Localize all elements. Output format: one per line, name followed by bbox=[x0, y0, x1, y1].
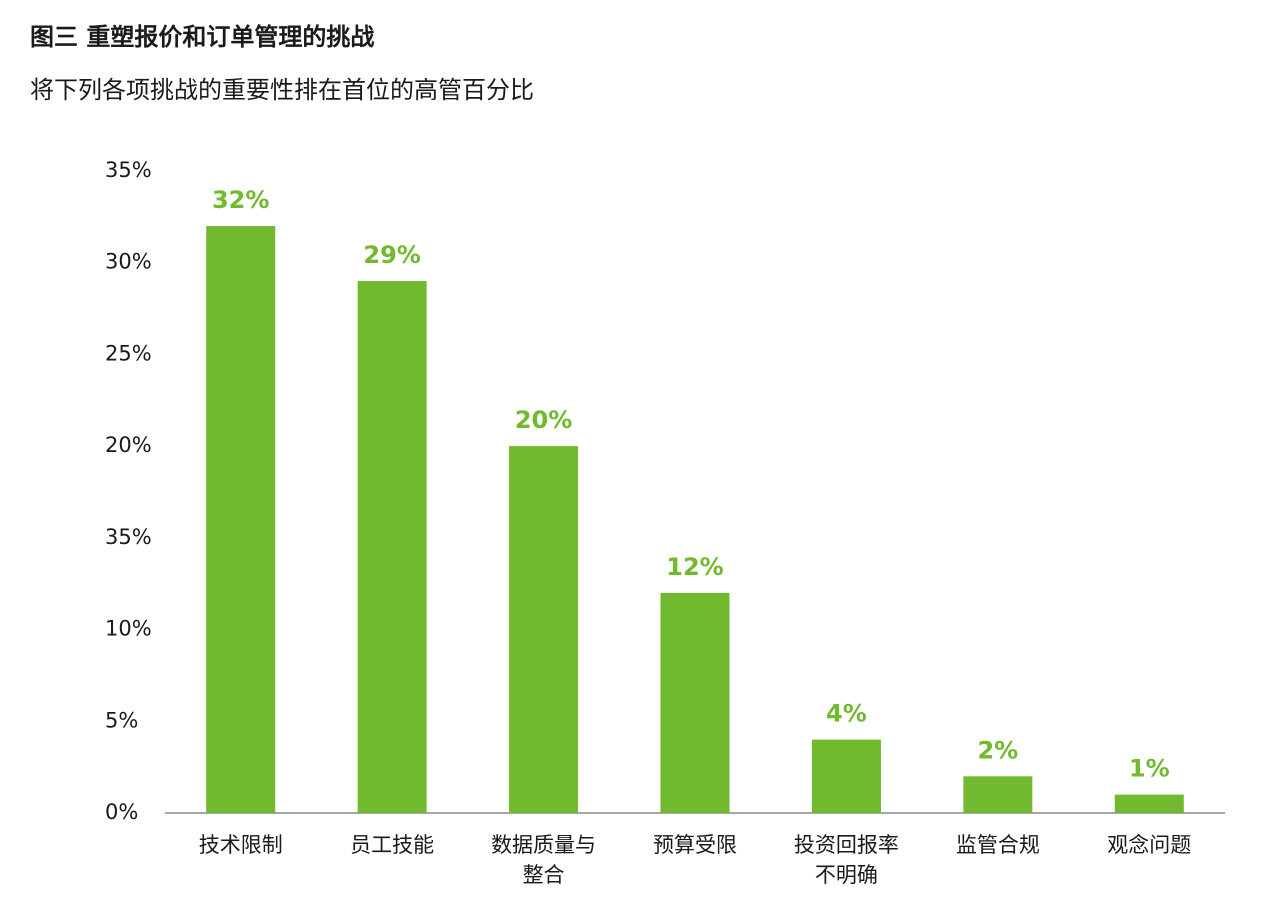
data-label: 12% bbox=[666, 553, 723, 581]
bar bbox=[1114, 794, 1184, 813]
y-tick-label: 35% bbox=[105, 158, 152, 182]
bar bbox=[357, 281, 427, 813]
chart-subtitle: 将下列各项挑战的重要性排在首位的高管百分比 bbox=[30, 76, 534, 104]
x-tick-label: 观念问题 bbox=[1107, 833, 1191, 857]
bar bbox=[660, 592, 730, 813]
y-tick-label: 10% bbox=[105, 617, 152, 641]
x-tick-label: 投资回报率不明确 bbox=[794, 833, 899, 887]
x-tick-label: 监管合规 bbox=[956, 833, 1040, 857]
x-tick-label: 数据质量与整合 bbox=[491, 833, 596, 887]
bar bbox=[509, 446, 579, 813]
x-tick-label: 预算受限 bbox=[653, 833, 737, 857]
y-tick-label: 0% bbox=[105, 800, 138, 824]
y-tick-label: 25% bbox=[105, 341, 152, 365]
data-label: 32% bbox=[212, 186, 269, 214]
y-tick-label: 20% bbox=[105, 433, 152, 457]
y-tick-label: 35% bbox=[105, 525, 152, 549]
data-label: 20% bbox=[515, 406, 572, 434]
data-label: 29% bbox=[363, 241, 420, 269]
bar bbox=[206, 226, 276, 813]
data-label: 1% bbox=[1129, 755, 1170, 783]
bar bbox=[811, 739, 881, 813]
data-label: 2% bbox=[977, 736, 1018, 764]
x-tick-label: 员工技能 bbox=[350, 833, 434, 857]
y-tick-label: 5% bbox=[105, 708, 138, 732]
x-tick-label: 技术限制 bbox=[199, 833, 283, 857]
data-label: 4% bbox=[826, 700, 867, 728]
bar bbox=[963, 776, 1033, 813]
y-tick-label: 30% bbox=[105, 250, 152, 274]
chart-title: 图三 重塑报价和订单管理的挑战 bbox=[30, 23, 374, 51]
